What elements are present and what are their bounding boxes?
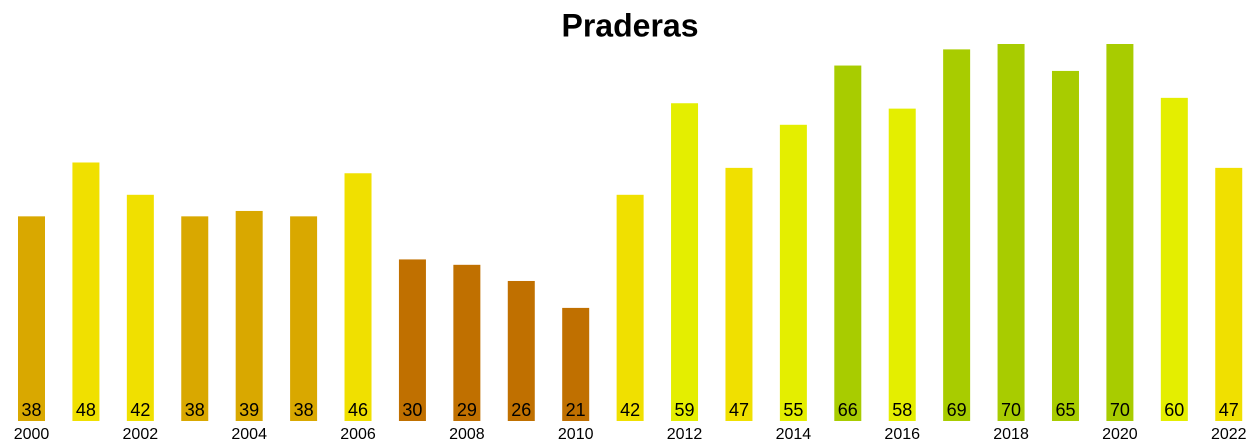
x-tick-label: 2014 — [776, 426, 812, 443]
value-label: 59 — [675, 400, 695, 420]
x-tick-label: 2000 — [14, 426, 50, 443]
bar — [72, 162, 100, 421]
x-tick-label: 2016 — [884, 426, 920, 443]
bar — [507, 280, 535, 421]
value-label: 39 — [239, 400, 259, 420]
value-label: 30 — [402, 400, 422, 420]
value-label: 26 — [511, 400, 531, 420]
value-label: 29 — [457, 400, 477, 420]
bar — [453, 264, 481, 421]
value-label: 38 — [185, 400, 205, 420]
value-label: 48 — [76, 400, 96, 420]
value-label: 38 — [294, 400, 314, 420]
value-label: 47 — [729, 400, 749, 420]
bar — [725, 167, 753, 421]
x-tick-label: 2008 — [449, 426, 485, 443]
bar — [888, 108, 916, 421]
bar — [398, 259, 426, 421]
bar — [181, 216, 209, 421]
chart-title: Praderas — [562, 7, 699, 43]
bar — [126, 194, 154, 421]
bar — [997, 44, 1025, 421]
bar — [235, 210, 263, 421]
x-tick-label: 2010 — [558, 426, 594, 443]
value-label: 55 — [783, 400, 803, 420]
x-tick-label: 2012 — [667, 426, 703, 443]
value-label: 66 — [838, 400, 858, 420]
value-label: 70 — [1110, 400, 1130, 420]
x-tick-label: 2022 — [1211, 426, 1247, 443]
value-label: 47 — [1219, 400, 1239, 420]
x-tick-label: 2002 — [123, 426, 159, 443]
value-label: 42 — [620, 400, 640, 420]
bar — [18, 216, 45, 421]
value-label: 38 — [21, 400, 41, 420]
x-tick-label: 2018 — [993, 426, 1029, 443]
bar — [779, 124, 807, 422]
value-label: 21 — [566, 400, 586, 420]
bar — [943, 49, 971, 422]
bar — [290, 216, 318, 421]
bar — [671, 103, 699, 421]
value-label: 46 — [348, 400, 368, 420]
value-label: 60 — [1164, 400, 1184, 420]
bar — [1215, 167, 1243, 421]
bar — [1106, 44, 1134, 421]
value-label: 58 — [892, 400, 912, 420]
value-label: 70 — [1001, 400, 1021, 420]
x-tick-label: 2004 — [231, 426, 267, 443]
bar — [1160, 97, 1188, 421]
x-tick-label: 2006 — [340, 426, 376, 443]
x-tick-label: 2020 — [1102, 426, 1138, 443]
bar — [344, 173, 372, 421]
bar — [834, 65, 862, 422]
bar — [562, 307, 590, 421]
value-label: 65 — [1055, 400, 1075, 420]
bar — [616, 194, 644, 421]
value-label: 42 — [130, 400, 150, 420]
value-label: 69 — [947, 400, 967, 420]
bar — [1051, 70, 1079, 421]
